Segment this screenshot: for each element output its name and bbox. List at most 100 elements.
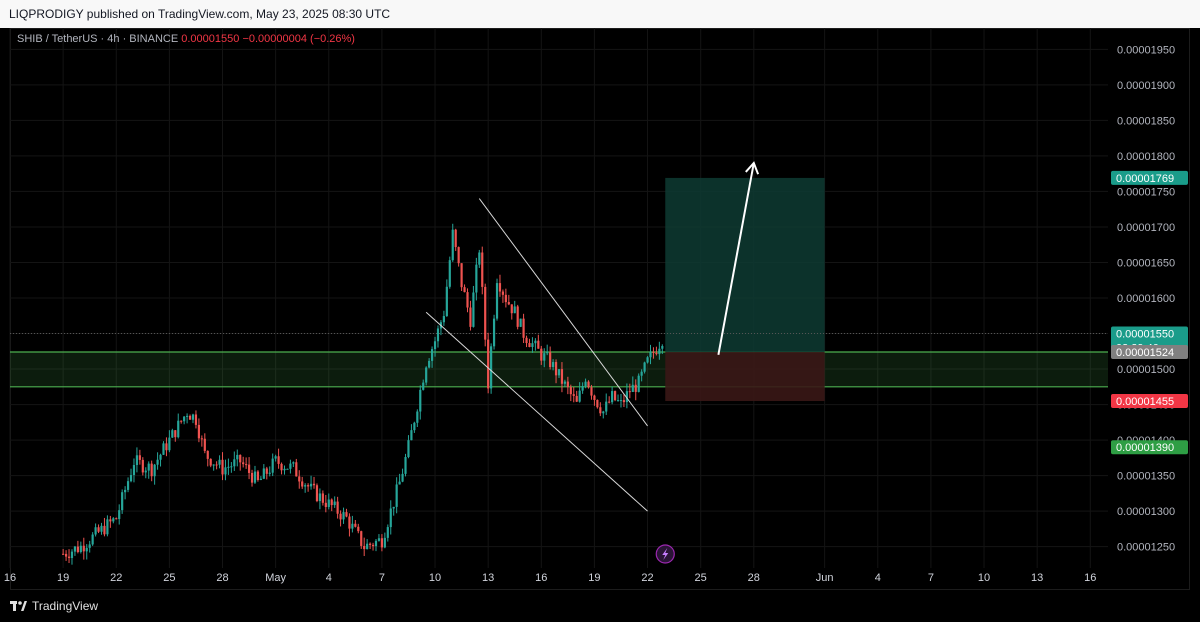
candle-body [495, 283, 499, 319]
price-axis-label: 0.00001500 [1117, 364, 1175, 376]
candle-body [159, 454, 162, 460]
candle-body [584, 381, 587, 387]
current-price-tag-text: 0.00001550 [1116, 329, 1174, 341]
stop-box[interactable] [665, 352, 825, 402]
candle-body [97, 527, 100, 532]
candle-body [171, 430, 174, 438]
candle-body [616, 400, 620, 402]
candle-body [183, 416, 186, 422]
candle-body [501, 291, 505, 295]
candle-body [301, 481, 304, 487]
candle-body [348, 516, 351, 529]
candle-body [537, 340, 540, 349]
candle-body [206, 450, 209, 459]
candle-body [472, 292, 475, 327]
candle-body [643, 362, 646, 372]
time-axis-label: 16 [535, 572, 547, 584]
tradingview-logo-icon [10, 601, 27, 611]
time-axis-label: 28 [748, 572, 760, 584]
candle-body [118, 510, 121, 520]
price-axis-label: 0.00001350 [1117, 471, 1175, 483]
candle-body [268, 472, 271, 474]
channel-line-1[interactable] [478, 198, 648, 427]
time-axis-label: 16 [1084, 572, 1096, 584]
time-axis-label: 25 [163, 572, 175, 584]
stop-price-tag[interactable] [1111, 394, 1188, 409]
candle-body [253, 471, 257, 483]
candle-body [516, 306, 519, 327]
candle-body [106, 519, 109, 535]
candle-body [366, 543, 369, 550]
candle-body [132, 465, 136, 476]
candle-body [289, 463, 292, 469]
candle-body [194, 414, 198, 425]
candle-body [646, 357, 649, 363]
candle-body [129, 475, 133, 482]
candle-body [286, 468, 289, 470]
candle-body [631, 384, 634, 392]
entry-price-tag[interactable] [1111, 345, 1188, 359]
price-axis-label: 0.00001750 [1117, 186, 1175, 198]
candle-body [563, 381, 567, 384]
candle-body [513, 306, 516, 314]
candle-body [445, 286, 448, 317]
candle-body [124, 489, 127, 493]
candle-body [357, 526, 360, 532]
candle-body [490, 346, 493, 389]
candle-body [360, 531, 363, 546]
time-axis-label: 22 [641, 572, 653, 584]
candle-body [374, 540, 378, 547]
candle-body [88, 544, 91, 548]
candle-body [94, 527, 97, 535]
candle-body [64, 553, 68, 557]
candle-body [560, 369, 564, 384]
candle-body [463, 287, 466, 293]
target-arrow-head [745, 161, 760, 175]
candle-body [637, 375, 640, 392]
candle-body [634, 384, 637, 392]
candle-body [298, 476, 301, 482]
time-axis-label: 28 [216, 572, 228, 584]
candle-body [336, 501, 339, 514]
candle-body [135, 455, 139, 466]
candle-body [380, 538, 384, 548]
candle-body [315, 485, 319, 502]
candle-body [168, 437, 171, 451]
candle-body [487, 339, 490, 389]
candle-body [209, 458, 212, 466]
candle-body [121, 492, 124, 511]
candle-body [625, 391, 628, 403]
candle-body [398, 481, 401, 485]
candle-body [386, 527, 389, 538]
candle-body [371, 544, 375, 547]
candle-body [419, 389, 422, 412]
candle-body [76, 546, 79, 553]
candle-body [82, 545, 85, 552]
candle-body [519, 318, 522, 327]
candle-body [613, 391, 617, 401]
candle-body [153, 464, 156, 477]
candle-body [640, 371, 643, 376]
candle-body [318, 493, 322, 502]
tradingview-logo[interactable]: TradingView [10, 598, 98, 614]
time-axis-label: 16 [4, 572, 16, 584]
target-arrow[interactable] [717, 162, 755, 356]
candle-body [327, 499, 330, 508]
candle-body [522, 318, 525, 338]
candle-body [377, 538, 381, 541]
support-level-tag[interactable] [1111, 440, 1188, 455]
time-axis-label: 4 [326, 572, 332, 584]
candle-body [274, 456, 277, 459]
candle-body [433, 341, 437, 350]
candle-body [147, 463, 150, 471]
time-axis-label: 22 [110, 572, 122, 584]
symbol-name[interactable]: SHIB / TetherUS · 4h · BINANCE [17, 33, 179, 45]
target-price-tag[interactable] [1111, 170, 1188, 185]
price-axis-label: 0.00001600 [1117, 293, 1175, 305]
support-level-tag-text: 0.00001390 [1116, 442, 1174, 454]
target-box[interactable] [665, 177, 825, 352]
channel-line-2[interactable] [425, 311, 648, 512]
candle-body [259, 478, 262, 480]
candle-body [271, 458, 274, 473]
